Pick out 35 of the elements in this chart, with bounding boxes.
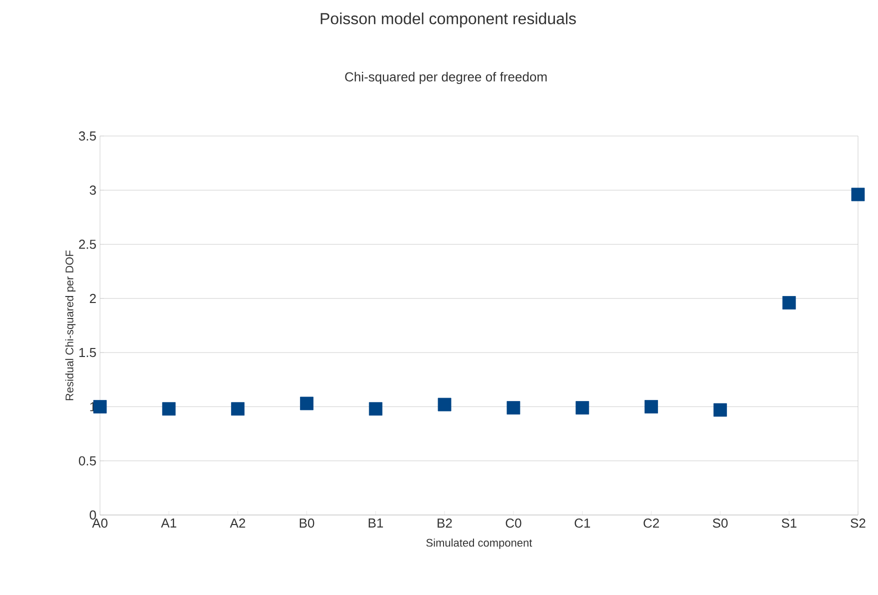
x-tick-label: B1 [368, 518, 383, 528]
x-tick-label: C2 [644, 518, 659, 528]
x-tick-label: C1 [574, 518, 590, 528]
y-tick-label: 3.5 [78, 131, 96, 141]
chart-title: Poisson model component residuals [320, 12, 576, 28]
x-tick-label: B2 [438, 518, 452, 528]
y-tick-label: 2 [90, 294, 96, 303]
point [438, 398, 452, 412]
point [93, 400, 107, 414]
point [782, 296, 796, 310]
point [231, 402, 245, 416]
y-tick-label: 2.5 [79, 240, 96, 249]
x-tick-label: S1 [782, 518, 796, 528]
y-tick-label: 3 [90, 186, 96, 195]
point [644, 400, 658, 414]
chart-subtitle: Chi-squared per degree of freedom [345, 72, 547, 84]
x-tick-label: B0 [300, 518, 314, 528]
point [713, 403, 727, 417]
x-tick-label: A0 [92, 518, 108, 528]
point [576, 401, 590, 414]
y-tick-label: 1.5 [79, 348, 96, 358]
x-tick-label: S2 [850, 518, 866, 528]
y-tick-label: 0 [90, 510, 96, 520]
x-tick-label: S0 [712, 518, 728, 528]
x-tick-label: A1 [160, 518, 176, 528]
x-tick-label: C0 [506, 518, 522, 528]
x-tick-label: A2 [230, 518, 246, 528]
y-tick-label: 0.5 [78, 456, 96, 466]
point [162, 402, 176, 416]
point [368, 402, 382, 416]
y-axis-title: Residual Chi-squared per DOF [65, 250, 76, 400]
point [300, 396, 314, 410]
x-axis-title: Simulated component [426, 538, 532, 549]
point [851, 188, 865, 202]
point [506, 401, 520, 414]
